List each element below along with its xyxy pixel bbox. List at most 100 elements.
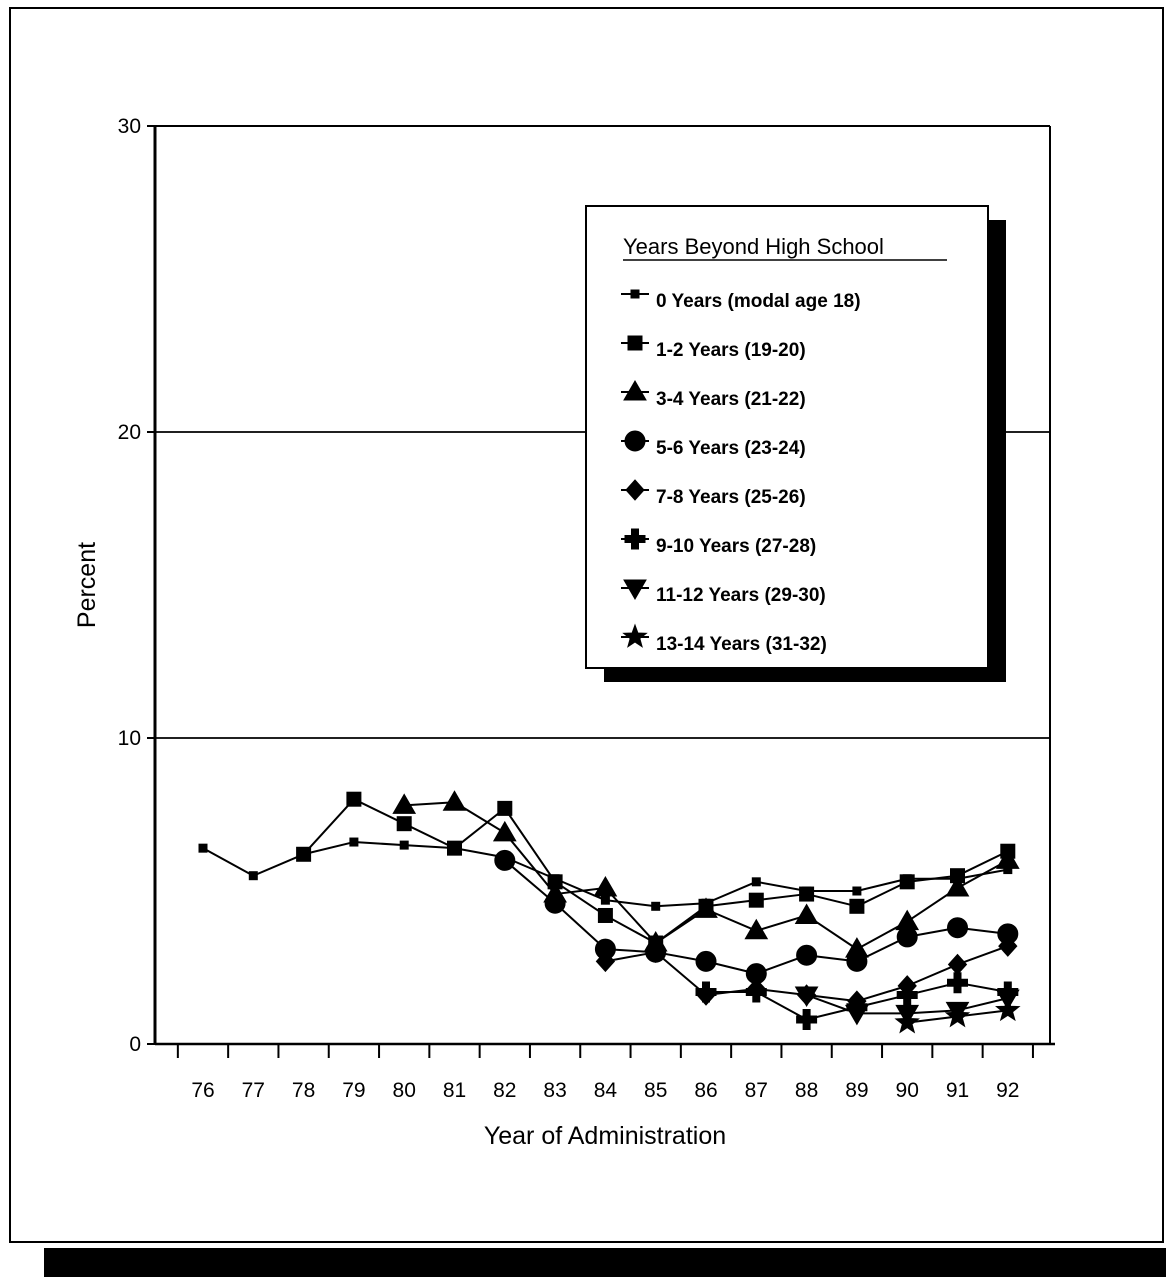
data-point	[945, 875, 970, 897]
legend-marker	[623, 579, 647, 600]
series-1	[198, 837, 1013, 911]
x-axis-title: Year of Administration	[484, 1122, 726, 1150]
data-point	[748, 892, 764, 908]
data-point	[296, 846, 312, 862]
data-point	[846, 950, 868, 972]
data-point	[695, 981, 717, 1003]
y-axis-title: Percent	[73, 542, 101, 628]
data-point	[849, 898, 865, 914]
axes-layer: 0 10 20 30 76 77 78 79 80 81 82 83 84 85 86 87 88 89 90 91 9…	[118, 115, 1055, 1102]
data-point	[799, 886, 815, 902]
data-point	[995, 848, 1020, 869]
legend-item-2: 1-2 Years (19-20)	[621, 335, 806, 361]
y-tick-label: 10	[118, 727, 141, 750]
x-tick-label: 89	[845, 1079, 868, 1102]
data-point	[494, 849, 516, 871]
data-point	[248, 871, 258, 881]
legend-marker	[627, 335, 643, 351]
data-point	[998, 935, 1018, 957]
series-3	[392, 790, 1020, 958]
data-point	[198, 843, 208, 853]
y-tick-label: 30	[118, 115, 141, 138]
data-point	[845, 1004, 869, 1026]
data-point	[651, 901, 661, 911]
legend-marker	[624, 430, 646, 452]
data-point	[593, 875, 618, 897]
x-tick-label: 81	[443, 1079, 466, 1102]
data-point	[497, 800, 513, 816]
data-point	[947, 953, 968, 976]
x-tick-label: 76	[191, 1079, 214, 1102]
x-tick-label: 79	[342, 1079, 365, 1102]
data-point	[399, 840, 409, 850]
x-tick-label: 87	[745, 1079, 768, 1102]
legend-label: 5-6 Years (23-24)	[656, 438, 806, 459]
data-point	[751, 877, 761, 887]
x-tick-label: 80	[393, 1079, 416, 1102]
x-tick-label: 85	[644, 1079, 667, 1102]
legend-marker	[622, 623, 648, 648]
legend-label: 11-12 Years (29-30)	[656, 585, 826, 606]
data-point	[852, 886, 862, 896]
data-point	[796, 944, 818, 966]
data-point	[442, 790, 467, 811]
x-tick-label: 86	[694, 1079, 717, 1102]
data-point	[492, 820, 517, 842]
data-point	[947, 972, 968, 994]
y-tick-label: 0	[129, 1033, 141, 1056]
data-point	[947, 917, 968, 939]
x-tick-label: 78	[292, 1079, 315, 1102]
data-point	[745, 981, 767, 1003]
x-tick-label: 91	[946, 1079, 969, 1102]
data-point	[695, 950, 717, 972]
data-point	[544, 892, 566, 914]
data-point	[794, 903, 819, 924]
legend: Years Beyond High School 0 Years (modal a…	[585, 205, 1006, 682]
data-point	[597, 907, 613, 923]
data-point	[346, 791, 362, 807]
legend-marker	[625, 479, 645, 501]
legend-label: 3-4 Years (21-22)	[656, 389, 806, 410]
data-point	[995, 996, 1021, 1022]
x-tick-label: 77	[242, 1079, 265, 1102]
legend-title: Years Beyond High School	[623, 234, 884, 259]
legend-label: 9-10 Years (27-28)	[656, 536, 816, 557]
x-tick-label: 83	[543, 1079, 566, 1102]
data-point	[595, 950, 616, 973]
series-4	[494, 849, 1019, 985]
legend-marker	[630, 289, 640, 299]
data-point	[899, 874, 915, 890]
legend-marker	[623, 380, 647, 401]
data-point	[396, 816, 412, 832]
data-point	[600, 895, 610, 905]
x-tick-label: 84	[594, 1079, 618, 1102]
legend-label: 13-14 Years (31-32)	[656, 634, 827, 655]
legend-label: 1-2 Years (19-20)	[656, 340, 806, 361]
data-point	[944, 1003, 971, 1028]
data-point	[796, 1009, 818, 1031]
data-point	[349, 837, 359, 847]
data-point	[694, 897, 718, 918]
data-point	[447, 840, 462, 856]
data-point	[646, 941, 666, 963]
data-point	[794, 986, 819, 1008]
legend-item-6: 9-10 Years (27-28)	[621, 528, 816, 557]
legend-marker	[624, 528, 646, 550]
x-tick-label: 82	[493, 1079, 516, 1102]
data-point	[894, 1009, 920, 1034]
bottom-shadow-bar	[44, 1248, 1166, 1277]
data-point	[392, 793, 417, 814]
series-layer	[198, 790, 1021, 1034]
legend-item-3: 3-4 Years (21-22)	[621, 380, 806, 410]
legend-item-8: 13-14 Years (31-32)	[621, 623, 827, 655]
legend-box	[585, 205, 989, 669]
legend-item-7: 11-12 Years (29-30)	[621, 579, 826, 606]
y-tick-label: 20	[118, 421, 141, 444]
legend-item-5: 7-8 Years (25-26)	[621, 479, 806, 508]
x-tick-label: 92	[996, 1079, 1019, 1102]
data-point	[896, 926, 918, 948]
x-tick-label: 88	[795, 1079, 818, 1102]
legend-item-1: 0 Years (modal age 18)	[621, 289, 861, 312]
x-tick-label: 90	[896, 1079, 919, 1102]
